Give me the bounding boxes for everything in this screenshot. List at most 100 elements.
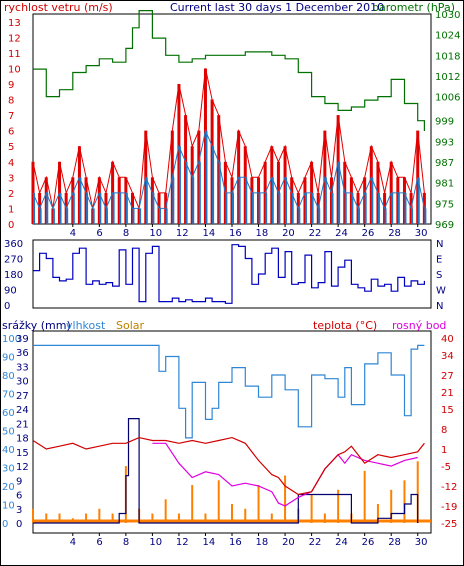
rain-temp-plot-area (32, 330, 432, 534)
pressure-tick-label: 981 (435, 179, 454, 190)
humidity-tick-label: 20 (2, 482, 15, 493)
wind-direction-plot-area (32, 239, 432, 309)
wind-gust-line (32, 68, 425, 209)
chart-title: Current last 30 days 1 December 2010 (170, 1, 384, 14)
wind-speed-tick-label: 7 (8, 111, 14, 122)
pressure-tick-label: 1024 (435, 31, 460, 42)
x-tick-label: 26 (362, 537, 375, 548)
x-tick-label: 24 (335, 537, 348, 548)
compass-tick-label: N (436, 301, 443, 312)
x-tick-label: 22 (309, 228, 322, 239)
temperature-tick-label: -12 (441, 482, 457, 493)
x-tick-label: 30 (415, 228, 428, 239)
direction-tick-label: 180 (4, 270, 23, 281)
pressure-tick-label: 975 (435, 199, 454, 210)
rain-tick-label: 9 (16, 476, 22, 487)
temperature-tick-label: 15 (441, 405, 454, 416)
wind-speed-tick-label: 2 (8, 189, 14, 200)
humidity-tick-label: 0 (2, 519, 8, 530)
direction-tick-label: 360 (4, 239, 23, 250)
pressure-tick-label: 1012 (435, 72, 460, 83)
temperature-tick-label: -19 (441, 502, 457, 513)
humidity-tick-label: 60 (2, 408, 15, 419)
x-tick-label: 6 (96, 537, 102, 548)
temperature-axis-title: teplota (°C) (313, 319, 377, 332)
x-tick-label: 20 (282, 537, 295, 548)
wind-speed-tick-label: 12 (8, 33, 21, 44)
rain-tick-label: 15 (16, 448, 29, 459)
rain-tick-label: 27 (16, 391, 29, 402)
rain-line (33, 418, 419, 524)
pressure-tick-label: 969 (435, 220, 454, 231)
x-tick-label: 8 (123, 228, 129, 239)
rain-tick-label: 36 (16, 348, 29, 359)
wind-speed-tick-label: 4 (8, 158, 14, 169)
humidity-axis-title: vlhkost (66, 319, 106, 332)
wind-speed-tick-label: 13 (8, 18, 21, 29)
rain-tick-label: 18 (16, 434, 29, 445)
x-tick-label: 12 (176, 228, 189, 239)
temperature-tick-label: 21 (441, 388, 454, 399)
x-tick-label: 26 (362, 228, 375, 239)
dewpoint-line (152, 442, 418, 507)
x-tick-label: 8 (123, 537, 129, 548)
temperature-tick-label: -25 (441, 519, 457, 530)
rain-tick-label: 24 (16, 405, 29, 416)
pressure-tick-label: 1030 (435, 10, 460, 21)
pressure-line (33, 10, 425, 131)
humidity-tick-label: 80 (2, 371, 15, 382)
wind-speed-tick-label: 5 (8, 142, 14, 153)
pressure-axis-title: barometr (hPa) (372, 1, 455, 14)
wind-avg-line (32, 129, 425, 211)
humidity-tick-label: 100 (2, 334, 21, 345)
dewpoint-legend: rosný bod (392, 319, 446, 332)
temperature-tick-label: 40 (441, 334, 454, 345)
wind-speed-tick-label: 9 (8, 80, 14, 91)
x-tick-label: 18 (256, 537, 269, 548)
humidity-tick-label: 70 (2, 390, 15, 401)
temperature-tick-label: 1 (441, 445, 447, 456)
rain-tick-label: 21 (16, 419, 29, 430)
temperature-tick-label: -5 (441, 462, 451, 473)
wind-speed-tick-label: 3 (8, 173, 14, 184)
humidity-tick-label: 30 (2, 464, 15, 475)
x-tick-label: 4 (70, 228, 76, 239)
x-tick-label: 24 (335, 228, 348, 239)
direction-tick-label: 90 (4, 286, 17, 297)
humidity-line (33, 344, 425, 439)
x-tick-label: 14 (202, 228, 215, 239)
wind-speed-tick-label: 10 (8, 64, 21, 75)
x-tick-label: 28 (388, 228, 401, 239)
x-tick-label: 16 (229, 228, 242, 239)
x-tick-label: 20 (282, 228, 295, 239)
pressure-tick-label: 993 (435, 137, 454, 148)
compass-tick-label: E (436, 255, 442, 266)
pressure-tick-label: 1006 (435, 93, 460, 104)
rain-tick-label: 39 (16, 334, 29, 345)
wind-speed-tick-label: 8 (8, 96, 14, 107)
rain-tick-label: 6 (16, 491, 22, 502)
temperature-tick-label: 34 (441, 351, 454, 362)
x-tick-label: 4 (70, 537, 76, 548)
wind-speed-tick-label: 0 (8, 220, 14, 231)
x-tick-label: 10 (149, 228, 162, 239)
rain-tick-label: 12 (16, 462, 29, 473)
temperature-tick-label: 8 (441, 425, 447, 436)
temperature-tick-label: 27 (441, 371, 454, 382)
temperature-line (32, 436, 425, 496)
rain-tick-label: 33 (16, 362, 29, 373)
compass-tick-label: W (436, 286, 446, 297)
humidity-tick-label: 90 (2, 353, 15, 364)
wind-speed-axis-title: rychlost vetru (m/s) (4, 1, 113, 14)
compass-tick-label: N (436, 239, 443, 250)
x-tick-label: 12 (176, 537, 189, 548)
x-tick-label: 18 (256, 228, 269, 239)
rain-axis-title: srážky (mm) (2, 319, 71, 332)
solar-axis-title: Solar (116, 319, 145, 332)
x-tick-label: 28 (388, 537, 401, 548)
wind-direction-line (33, 244, 425, 304)
humidity-tick-label: 10 (2, 501, 15, 512)
x-tick-label: 14 (202, 537, 215, 548)
wind-speed-tick-label: 6 (8, 127, 14, 138)
